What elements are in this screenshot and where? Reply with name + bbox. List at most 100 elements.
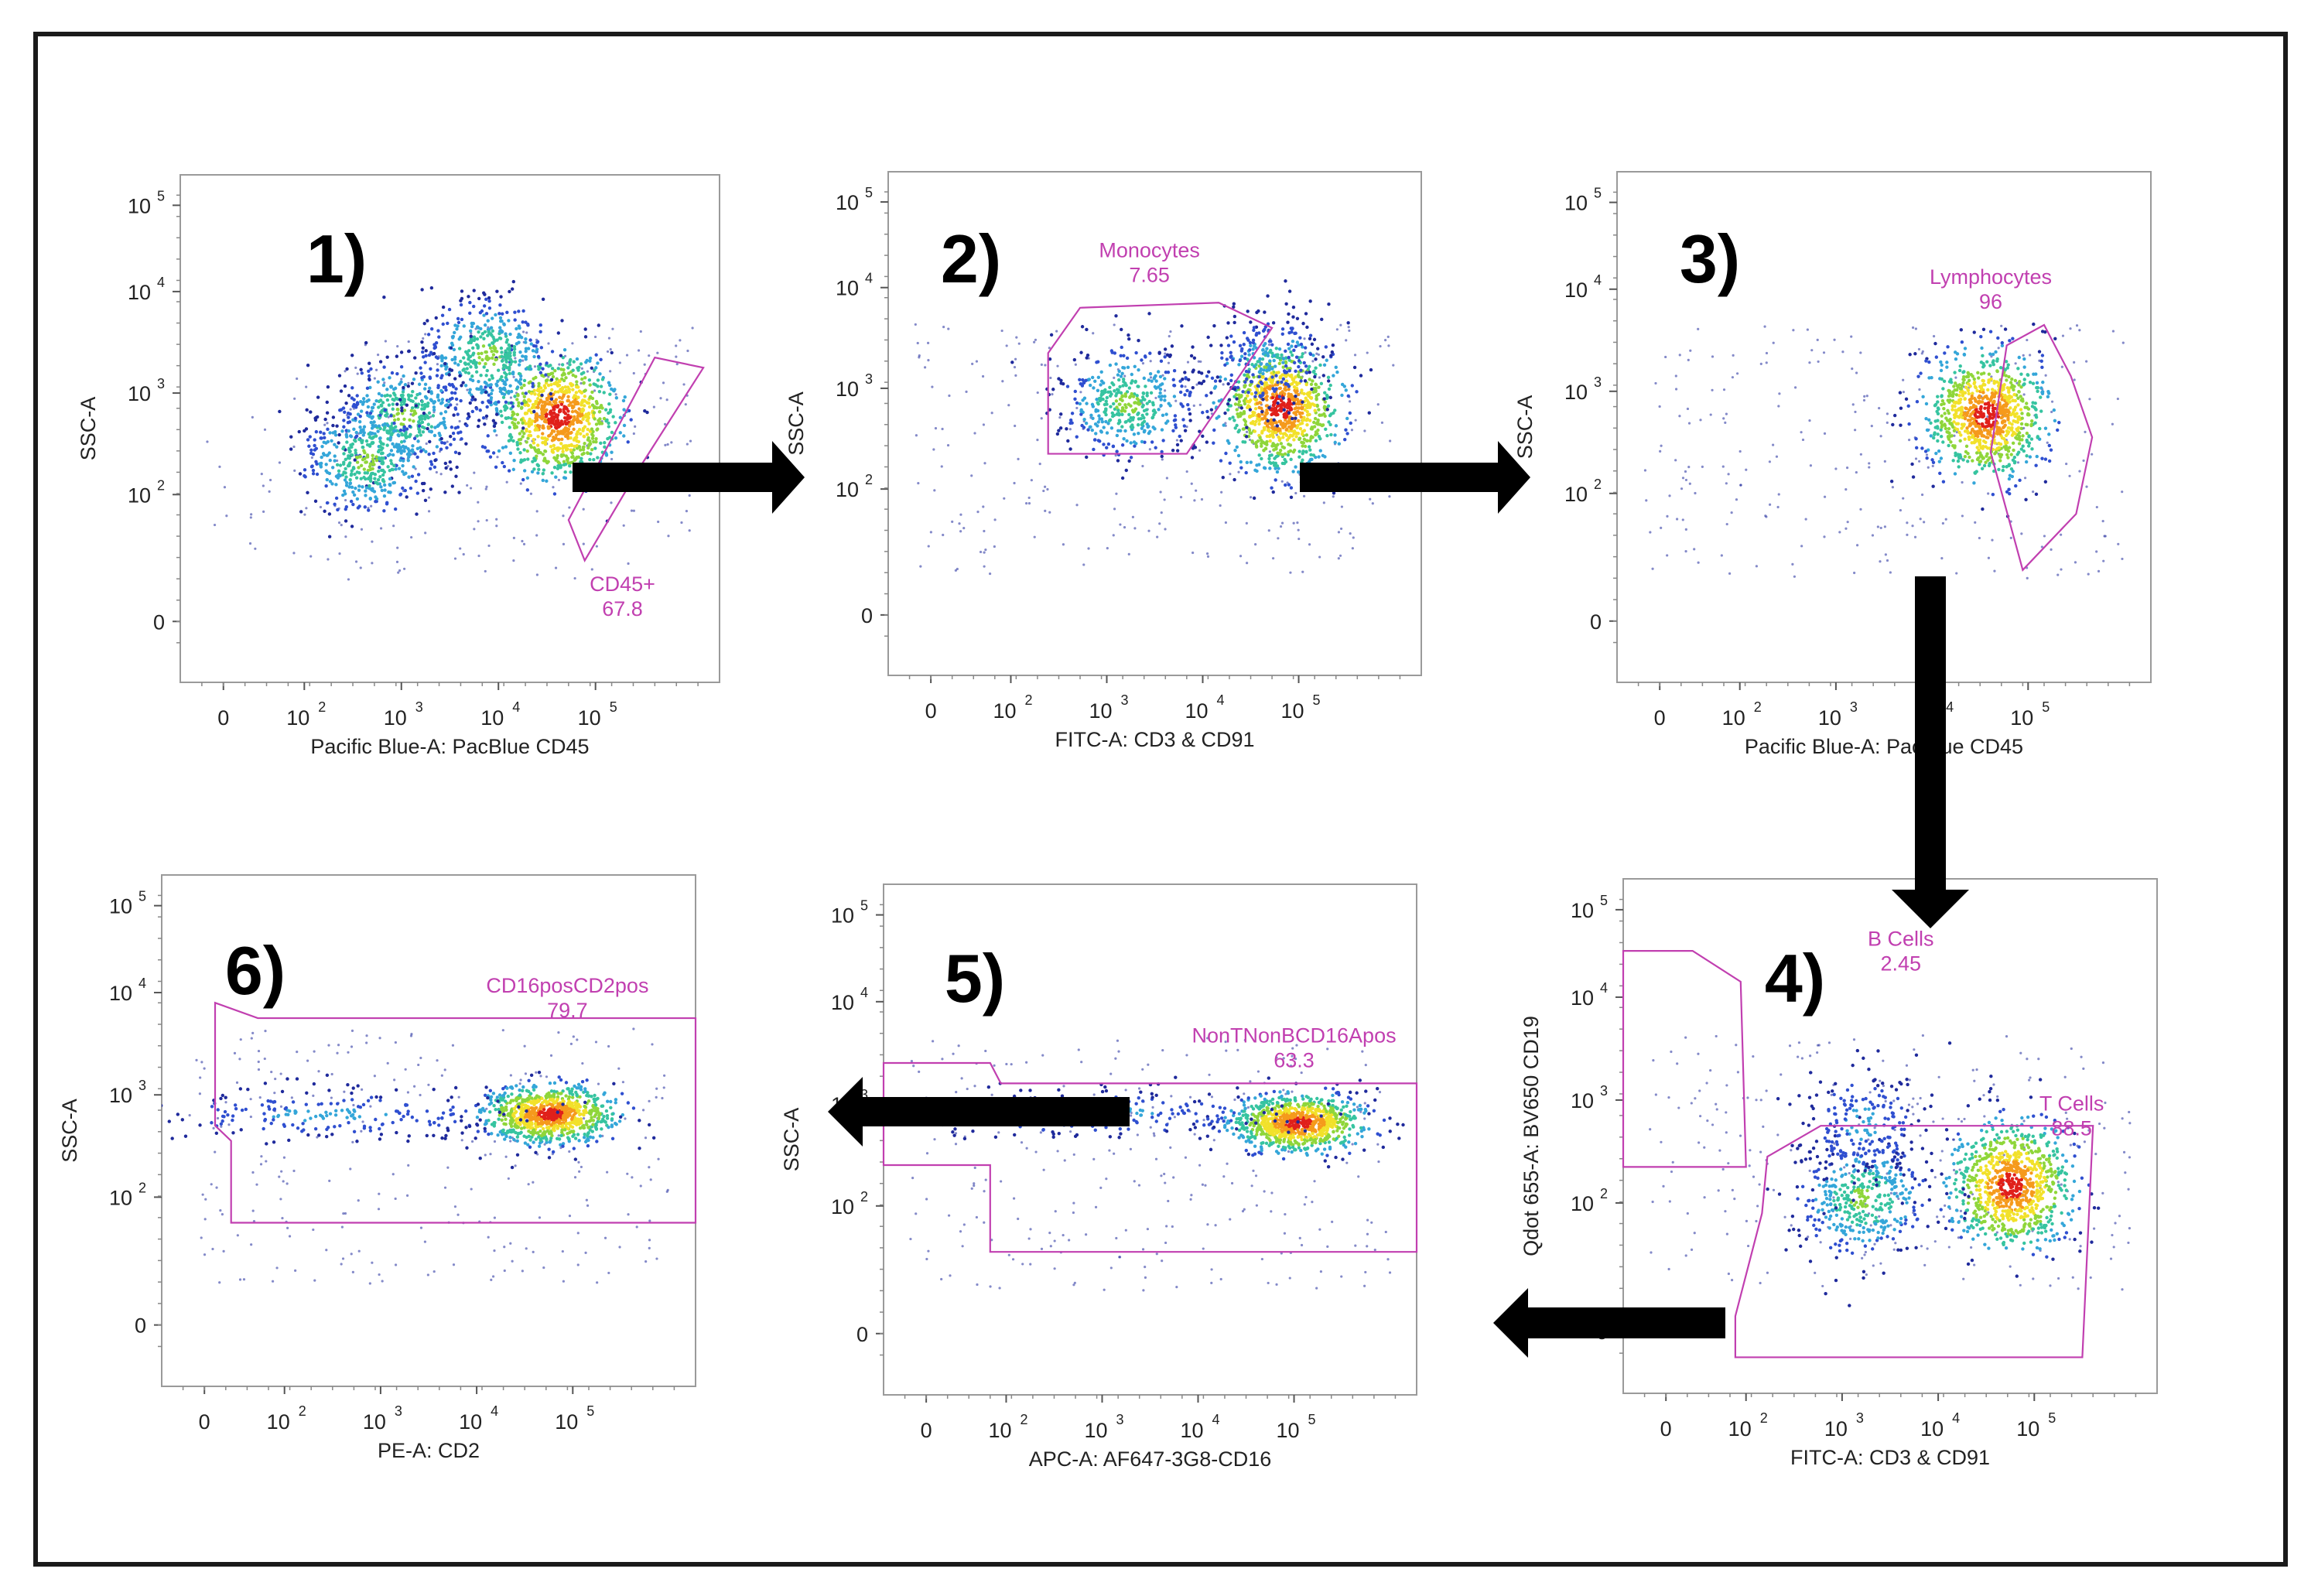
event-point (1298, 411, 1302, 415)
event-point (507, 469, 511, 473)
event-point (386, 423, 390, 428)
event-point (337, 521, 341, 525)
event-point (1925, 456, 1929, 460)
event-point (1339, 323, 1342, 326)
event-point (1163, 377, 1167, 381)
event-point (1301, 405, 1304, 409)
event-point (1297, 343, 1301, 347)
event-point (1731, 376, 1735, 379)
event-point (1252, 364, 1256, 369)
event-point (385, 414, 388, 418)
y-tick-exponent: 3 (1594, 374, 1602, 390)
event-point (1759, 362, 1762, 365)
event-point (2050, 548, 2053, 551)
event-point (1315, 352, 1318, 355)
event-point (1049, 376, 1052, 380)
event-point (1179, 402, 1183, 406)
event-point (1937, 407, 1940, 411)
event-point (1107, 419, 1112, 422)
event-point (453, 450, 458, 454)
event-point (1316, 347, 1320, 350)
event-point (364, 439, 369, 443)
event-point (1123, 526, 1127, 529)
event-point (988, 572, 992, 576)
event-point (1995, 359, 1999, 363)
event-point (2022, 357, 2026, 361)
event-point (1197, 370, 1201, 374)
event-point (497, 449, 501, 453)
event-point (1359, 374, 1363, 378)
event-point (2060, 533, 2063, 536)
event-point (1096, 402, 1100, 406)
event-point (371, 457, 375, 461)
event-point (1940, 557, 1944, 560)
event-point (1284, 374, 1287, 378)
event-point (1315, 403, 1319, 408)
event-point (1886, 412, 1889, 415)
event-point (1270, 378, 1275, 383)
event-point (1293, 331, 1297, 336)
event-point (1252, 326, 1256, 330)
event-point (563, 412, 568, 415)
event-point (1147, 378, 1151, 382)
event-point (556, 419, 560, 422)
event-point (399, 350, 404, 354)
event-point (1207, 370, 1211, 374)
event-point (512, 459, 516, 463)
event-point (1256, 402, 1260, 405)
event-point (546, 383, 551, 388)
event-point (2010, 422, 2014, 426)
event-point (1027, 496, 1031, 500)
event-point (2121, 341, 2125, 344)
population-2 (382, 279, 593, 430)
event-point (1275, 470, 1280, 474)
event-point (495, 434, 498, 437)
event-point (1163, 498, 1166, 501)
event-point (381, 378, 385, 381)
event-point (1239, 466, 1243, 470)
event-point (1289, 486, 1294, 490)
event-point (1340, 505, 1344, 508)
event-point (546, 364, 551, 368)
event-point (1124, 468, 1128, 473)
event-point (1274, 466, 1277, 470)
event-point (1089, 413, 1093, 418)
event-point (1146, 425, 1150, 429)
event-point (1980, 346, 1984, 350)
event-point (1990, 355, 1993, 358)
event-point (1859, 351, 1862, 354)
event-point (1145, 394, 1149, 398)
event-point (1116, 408, 1120, 412)
event-point (1303, 408, 1307, 412)
event-point (1687, 422, 1691, 425)
event-point (1085, 402, 1089, 405)
event-point (440, 374, 444, 378)
event-point (1304, 312, 1308, 316)
event-point (1130, 425, 1133, 429)
event-point (1290, 344, 1294, 348)
event-point (982, 505, 985, 508)
event-point (518, 432, 522, 436)
event-point (1979, 334, 1983, 339)
event-point (518, 350, 522, 354)
event-point (1164, 389, 1167, 392)
event-point (537, 393, 541, 397)
event-point (1118, 397, 1123, 402)
event-point (1352, 536, 1355, 539)
event-point (474, 407, 479, 411)
plot-area (179, 174, 720, 683)
event-point (504, 400, 508, 405)
event-point (408, 418, 412, 422)
event-point (334, 496, 339, 501)
event-point (306, 490, 309, 494)
event-point (598, 372, 602, 376)
event-point (2028, 455, 2033, 459)
event-point (1223, 377, 1228, 381)
event-point (1323, 455, 1327, 459)
event-point (1141, 403, 1145, 408)
event-point (437, 431, 441, 436)
event-point (1275, 404, 1280, 408)
event-point (1260, 456, 1263, 461)
event-point (396, 546, 399, 549)
event-point (337, 441, 340, 445)
